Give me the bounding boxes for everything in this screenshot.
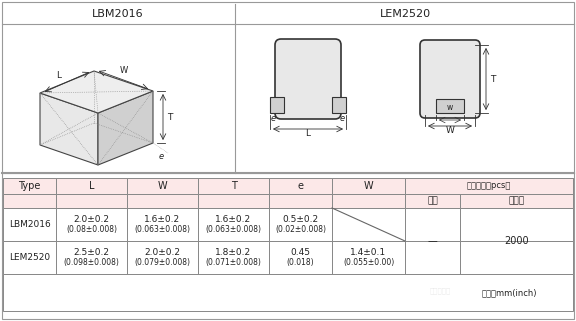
Text: 2.5±0.2: 2.5±0.2: [74, 248, 109, 257]
Bar: [127, 208, 198, 241]
Text: —: —: [427, 236, 437, 246]
Bar: [3, 241, 56, 274]
Bar: [460, 241, 573, 274]
Text: (0.063±0.008): (0.063±0.008): [206, 225, 262, 234]
Text: (0.098±0.008): (0.098±0.008): [63, 258, 119, 267]
Bar: [405, 178, 573, 194]
Text: (0.063±0.008): (0.063±0.008): [135, 225, 191, 234]
Bar: [405, 241, 460, 274]
Text: 0.5±0.2: 0.5±0.2: [282, 215, 319, 224]
Text: 压纹带: 压纹带: [509, 196, 525, 205]
Text: W: W: [363, 181, 373, 191]
Text: L: L: [305, 129, 310, 138]
Bar: [3, 178, 56, 194]
Text: (0.071±0.008): (0.071±0.008): [206, 258, 262, 267]
Bar: [3, 274, 573, 311]
Polygon shape: [40, 93, 98, 165]
Polygon shape: [40, 71, 153, 113]
Text: 0.45: 0.45: [290, 248, 310, 257]
Text: 单位：mm(inch): 单位：mm(inch): [482, 288, 537, 297]
Text: W: W: [158, 181, 167, 191]
Text: w: w: [447, 102, 453, 111]
Text: 2000: 2000: [504, 236, 529, 246]
Bar: [56, 208, 127, 241]
Text: LBM2016: LBM2016: [92, 9, 144, 19]
Text: 电子技术网: 电子技术网: [429, 288, 450, 294]
Bar: [460, 208, 573, 241]
Polygon shape: [98, 91, 153, 165]
Bar: [332, 194, 405, 208]
Text: T: T: [230, 181, 236, 191]
Text: L: L: [56, 71, 62, 80]
Text: LBM2016: LBM2016: [9, 220, 50, 229]
Text: (0.018): (0.018): [287, 258, 314, 267]
Text: L: L: [89, 181, 94, 191]
Bar: [405, 194, 460, 208]
Text: T: T: [490, 74, 495, 83]
Text: T: T: [167, 112, 172, 122]
Bar: [56, 178, 127, 194]
Text: 1.8±0.2: 1.8±0.2: [215, 248, 252, 257]
Bar: [269, 241, 332, 274]
Bar: [198, 208, 269, 241]
Text: e: e: [158, 152, 164, 161]
Bar: [3, 194, 56, 208]
Text: W: W: [119, 66, 128, 75]
Text: 1.4±0.1: 1.4±0.1: [350, 248, 386, 257]
Text: (0.055±0.00): (0.055±0.00): [343, 258, 394, 267]
Text: LEM2520: LEM2520: [9, 253, 50, 262]
Text: e: e: [339, 114, 344, 123]
FancyBboxPatch shape: [275, 39, 341, 119]
Bar: [436, 99, 464, 113]
Text: 1.6±0.2: 1.6±0.2: [145, 215, 180, 224]
Bar: [56, 194, 127, 208]
FancyBboxPatch shape: [420, 40, 480, 118]
Bar: [56, 241, 127, 274]
Bar: [460, 194, 573, 208]
Text: 标准数量［pcs］: 标准数量［pcs］: [467, 181, 511, 190]
Text: 1.6±0.2: 1.6±0.2: [215, 215, 252, 224]
Bar: [198, 194, 269, 208]
Bar: [127, 194, 198, 208]
Text: Type: Type: [18, 181, 41, 191]
Bar: [3, 208, 56, 241]
Bar: [269, 194, 332, 208]
Text: (0.08±0.008): (0.08±0.008): [66, 225, 117, 234]
Text: e: e: [271, 114, 275, 123]
Bar: [127, 178, 198, 194]
Bar: [332, 178, 405, 194]
Bar: [269, 178, 332, 194]
Bar: [332, 241, 405, 274]
Bar: [270, 97, 284, 113]
Bar: [405, 208, 460, 241]
Text: e: e: [297, 181, 304, 191]
Bar: [198, 178, 269, 194]
Text: LEM2520: LEM2520: [380, 9, 431, 19]
Bar: [198, 241, 269, 274]
Bar: [460, 178, 573, 194]
Text: 纸带: 纸带: [427, 196, 438, 205]
Text: W: W: [446, 126, 454, 135]
Bar: [405, 178, 460, 194]
Bar: [332, 97, 346, 113]
Bar: [269, 208, 332, 241]
Text: (0.079±0.008): (0.079±0.008): [135, 258, 191, 267]
Text: (0.02±0.008): (0.02±0.008): [275, 225, 326, 234]
Bar: [332, 208, 405, 241]
Text: 2.0±0.2: 2.0±0.2: [145, 248, 180, 257]
Text: 2.0±0.2: 2.0±0.2: [74, 215, 109, 224]
Bar: [127, 241, 198, 274]
